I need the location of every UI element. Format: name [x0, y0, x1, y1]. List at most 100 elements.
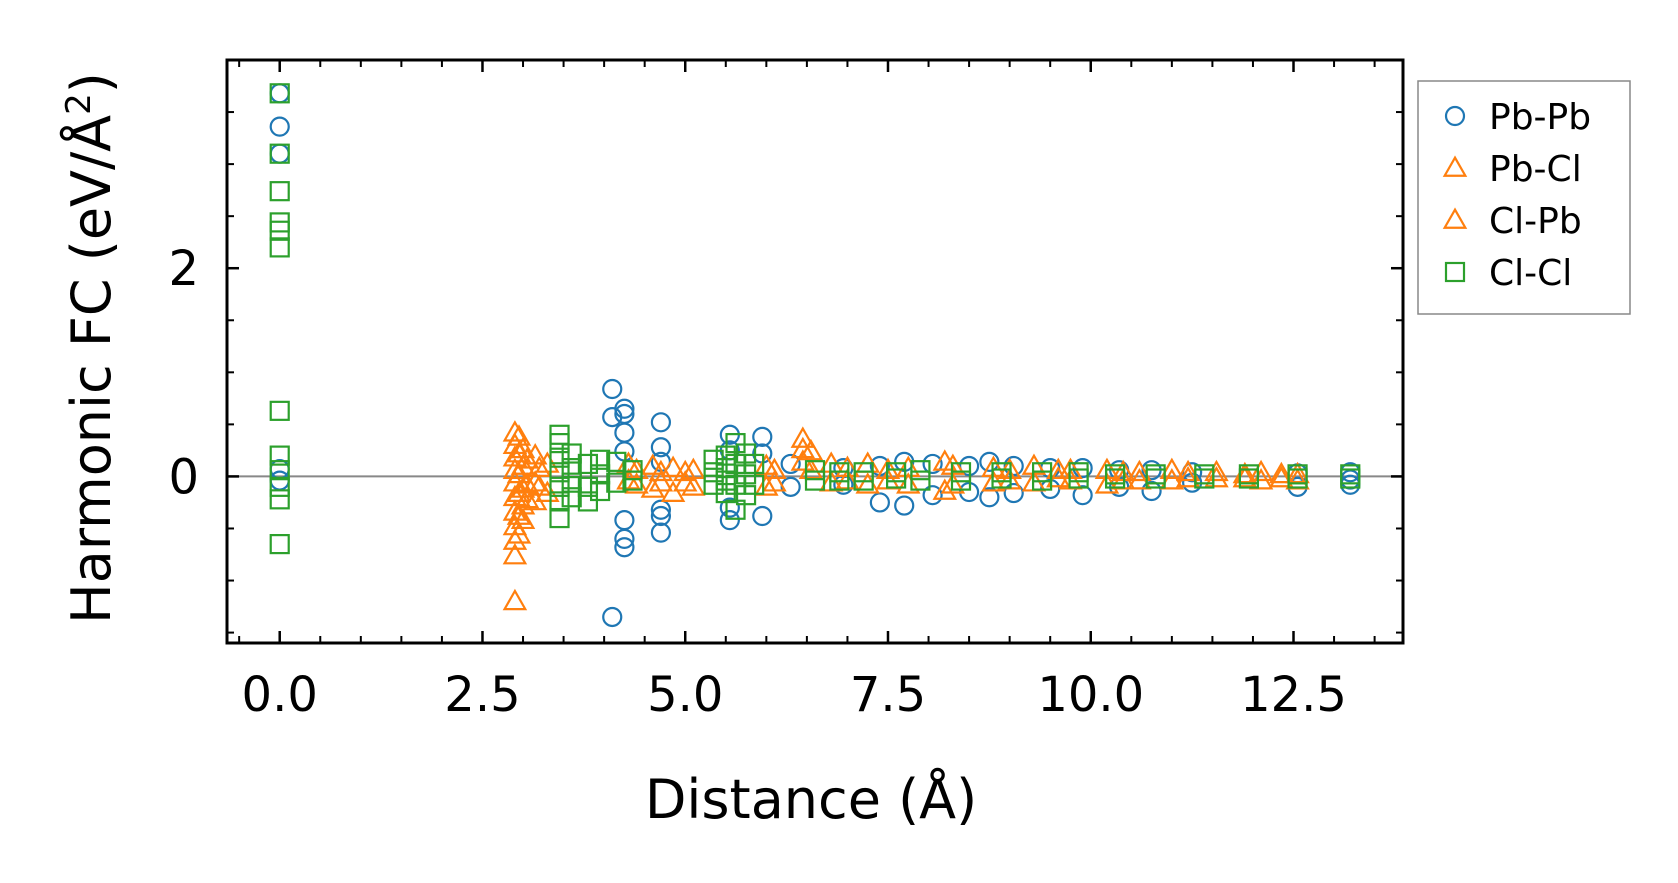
data-point-square [1340, 468, 1361, 489]
data-point-square [561, 443, 582, 464]
data-markers [269, 83, 1361, 628]
data-point-square [269, 489, 290, 510]
data-point-triangle [506, 440, 532, 463]
data-point-triangle [672, 459, 698, 482]
data-point-square [561, 458, 582, 479]
data-point-square [549, 433, 570, 454]
data-point-square [549, 462, 570, 483]
data-point-triangle [1127, 459, 1152, 482]
legend-label: Cl-Cl [1489, 253, 1572, 294]
data-point-circle [922, 485, 943, 506]
data-point-square [269, 83, 290, 104]
data-point-triangle [640, 453, 666, 475]
data-point-circle [614, 528, 635, 549]
y-axis-label-close: ) [60, 72, 123, 93]
data-point-triangle [754, 474, 779, 496]
data-point-square [549, 447, 570, 468]
data-point-circle [780, 453, 801, 475]
legend-marker-circle [1444, 105, 1466, 127]
data-point-square [269, 460, 290, 481]
x-tick-label: 2.5 [444, 667, 520, 723]
data-point-square [561, 487, 582, 508]
data-point-circle [614, 537, 635, 558]
data-point-square [744, 474, 765, 495]
data-point-triangle [514, 447, 540, 469]
data-point-square [725, 499, 746, 520]
data-point-triangle [660, 455, 686, 477]
x-tick-label: 10.0 [1037, 667, 1144, 723]
data-point-circle [1072, 485, 1093, 506]
x-tick-label: 12.5 [1240, 667, 1347, 723]
data-point-triangle [932, 478, 958, 500]
legend-marker-triangle [1442, 207, 1468, 229]
data-point-square [549, 491, 570, 512]
series-cl-cl [269, 83, 1361, 555]
data-point-circle [1003, 482, 1024, 504]
plot-area [227, 83, 1403, 628]
data-point-square [269, 476, 290, 497]
data-point-square [744, 453, 765, 475]
data-point-square [269, 220, 290, 241]
data-point-triangle [514, 472, 540, 494]
data-point-circle [719, 497, 740, 518]
y-tick-label: 2 [168, 241, 199, 297]
data-point-square [1287, 468, 1308, 489]
legend-label: Pb-Pb [1489, 97, 1591, 138]
data-point-square [589, 449, 611, 470]
data-point-circle [752, 426, 773, 447]
axis-ticks [227, 59, 1403, 643]
data-point-square [804, 470, 826, 491]
data-point-triangle [502, 542, 528, 565]
data-point-triangle [940, 472, 966, 494]
data-point-triangle [762, 457, 787, 480]
data-point-triangle [502, 499, 528, 521]
data-point-square [577, 453, 599, 475]
x-axis-label: Distance (Å) [645, 767, 977, 831]
data-point-triangle [514, 486, 540, 509]
data-point-circle [979, 487, 1000, 508]
data-point-circle [269, 116, 290, 137]
x-tick-label: 5.0 [647, 667, 723, 723]
data-point-square [269, 445, 290, 466]
data-point-square [622, 470, 643, 491]
data-point-square [622, 460, 643, 481]
data-point-circle [614, 398, 635, 419]
legend-marker-triangle [1442, 155, 1468, 177]
data-point-circle [752, 505, 773, 527]
data-point-circle [650, 437, 672, 458]
axes-frame [225, 58, 1405, 645]
data-point-square [950, 470, 972, 491]
data-point-circle [979, 451, 1000, 472]
data-point-triangle [1269, 461, 1294, 484]
data-point-square [1194, 468, 1215, 489]
data-point-square [269, 143, 290, 164]
data-point-circle [719, 510, 740, 531]
data-point-triangle [1285, 461, 1310, 484]
data-point-circle [650, 522, 672, 543]
data-point-circle [894, 495, 915, 516]
data-point-triangle [1248, 459, 1274, 482]
legend-marker-square [1444, 261, 1466, 283]
legend-items: Pb-Pb Pb-Cl Cl-Pb Cl-Cl [1442, 97, 1591, 294]
data-point-square [1031, 470, 1053, 491]
data-point-triangle [502, 588, 528, 611]
y-tick-label: 0 [168, 449, 199, 505]
data-point-triangle [1248, 468, 1274, 490]
data-point-triangle [1046, 457, 1071, 480]
y-axis-label: Harmonic FC (eV/Å2) [59, 72, 123, 624]
data-point-triangle [1175, 465, 1201, 488]
data-point-square [725, 433, 746, 454]
y-axis-label-superscript: 2 [59, 93, 99, 115]
axis-tick-labels: 0.0 2.5 5.0 7.5 10.0 12.5 0 2 [168, 241, 1346, 723]
data-point-square [269, 400, 290, 421]
data-point-square [853, 470, 874, 491]
y-axis-label-main: Harmonic FC (eV/Å [59, 115, 123, 624]
data-point-circle [602, 606, 623, 628]
data-point-square [886, 468, 907, 489]
data-point-triangle [790, 426, 816, 448]
data-point-square [606, 472, 627, 493]
data-point-square [1145, 468, 1166, 489]
legend-label: Cl-Pb [1489, 201, 1582, 242]
data-point-square [910, 470, 931, 491]
